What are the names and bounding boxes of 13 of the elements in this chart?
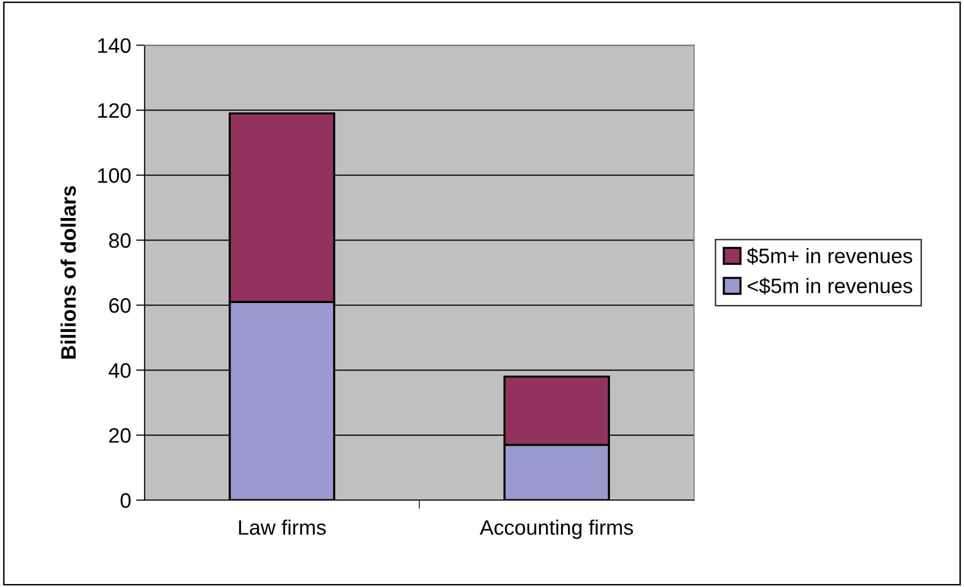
y-tick-label: 120 xyxy=(98,103,131,118)
y-tick-label: 80 xyxy=(109,233,131,248)
legend-label: <$5m in revenues xyxy=(748,278,912,295)
y-tick-label: 40 xyxy=(108,363,131,378)
y-axis-title: Billions of dollars xyxy=(60,186,76,359)
x-tick-label: Accounting firms xyxy=(480,520,633,539)
y-tick-label: 60 xyxy=(109,298,131,313)
y-tick-label: 20 xyxy=(109,428,131,443)
legend-label: $5m+ in revenues xyxy=(746,248,912,265)
y-tick-label: 140 xyxy=(98,38,131,53)
y-tick-label: 0 xyxy=(120,493,131,508)
x-tick-label: Law firms xyxy=(239,520,326,535)
y-tick-label: 100 xyxy=(98,168,131,183)
